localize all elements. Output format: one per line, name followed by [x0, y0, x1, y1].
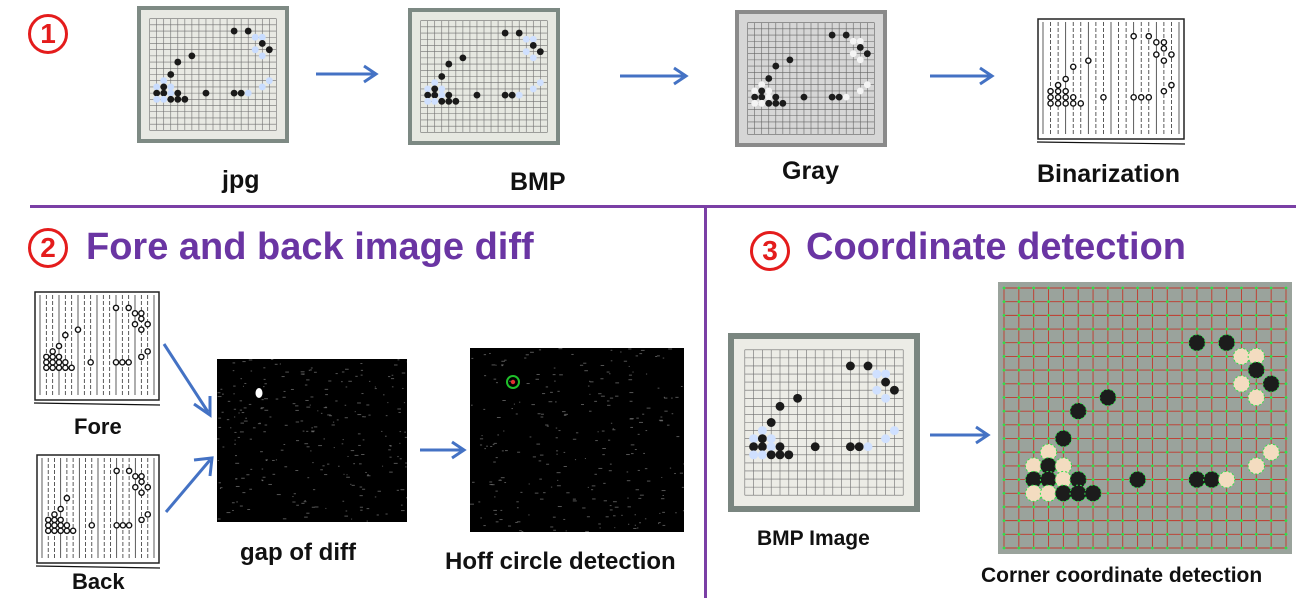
section-2-title: Fore and back image diff — [86, 226, 534, 268]
section-2-number: 2 — [40, 232, 56, 263]
label-fore: Fore — [74, 414, 122, 439]
arrow-bmp-to-gray — [620, 66, 689, 86]
hoff-circle-image — [470, 348, 684, 532]
label-hoff-circle-detection: Hoff circle detection — [445, 548, 676, 575]
board-jpg-image — [137, 6, 289, 143]
arrow-fore-to-diff — [162, 343, 212, 418]
board-binarization-image — [1035, 16, 1187, 146]
label-corner-coordinate-detection: Corner coordinate detection — [981, 564, 1263, 587]
board-bmp-image — [408, 8, 560, 145]
arrow-jpg-to-bmp — [316, 64, 379, 84]
horizontal-divider — [30, 205, 1296, 208]
arrow-bmp-to-corner — [930, 425, 991, 445]
label-jpg: jpg — [222, 166, 260, 194]
arrow-diff-to-hoff — [420, 440, 467, 460]
fore-binary-image — [32, 289, 162, 407]
section-1-badge: 1 — [28, 14, 68, 54]
section-1-number: 1 — [40, 18, 56, 49]
label-bmp: BMP — [510, 168, 566, 196]
section-3-number: 3 — [762, 235, 778, 266]
section-2-badge: 2 — [28, 228, 68, 268]
arrow-gray-to-binarization — [930, 66, 995, 86]
corner-detection-image — [998, 282, 1292, 554]
section-3-title: Coordinate detection — [806, 226, 1187, 268]
board-gray-image — [735, 10, 887, 147]
section-3-badge: 3 — [750, 231, 790, 271]
label-back: Back — [72, 569, 125, 594]
board-bmp-image-section3 — [728, 333, 920, 512]
back-binary-image — [34, 452, 162, 570]
label-gray: Gray — [782, 157, 839, 185]
vertical-divider — [704, 207, 707, 598]
label-gap-of-diff: gap of diff — [240, 539, 356, 566]
label-binarization: Binarization — [1037, 160, 1181, 188]
label-bmp-image: BMP Image — [757, 527, 870, 550]
gap-of-diff-image — [217, 359, 407, 522]
arrow-back-to-diff — [164, 456, 214, 513]
